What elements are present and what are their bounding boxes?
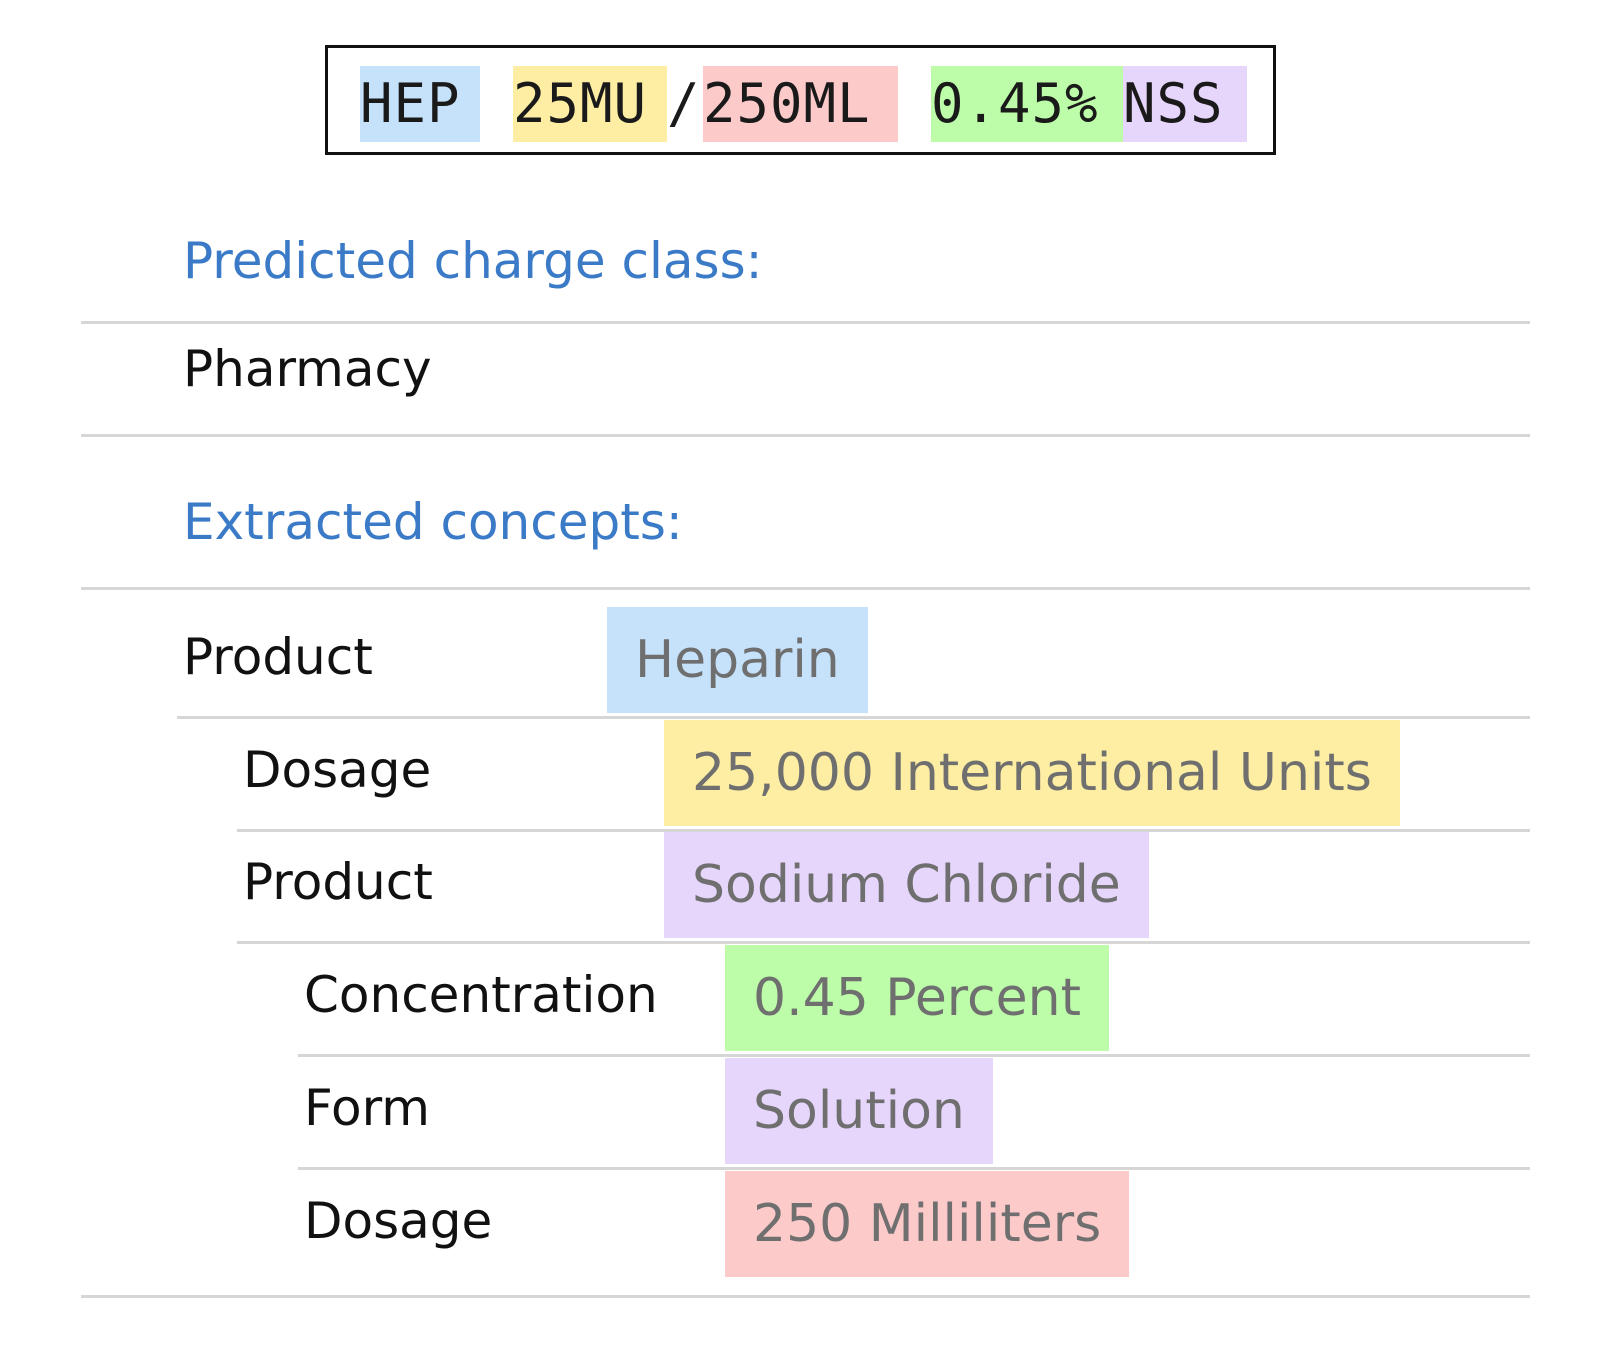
code-segment-slash: / [667, 72, 701, 135]
raw-charge-code-box: HEP 25MU / 250ML 0.45% NSS [325, 45, 1276, 155]
predicted-charge-class-value: Pharmacy [183, 340, 432, 398]
code-segment-25mu: 25MU [513, 66, 667, 142]
divider [298, 1167, 1530, 1170]
code-segment-hep: HEP [360, 66, 480, 142]
divider [81, 321, 1530, 324]
divider [81, 434, 1530, 437]
concept-label-form: Form [304, 1079, 430, 1137]
concept-value-250-milliliters: 250 Milliliters [725, 1171, 1130, 1277]
concept-value-0-45-percent: 0.45 Percent [725, 945, 1109, 1051]
divider [237, 829, 1530, 832]
code-segment-250ml: 250ML [703, 66, 898, 142]
concept-label-concentration: Concentration [304, 966, 658, 1024]
concept-value-sodium-chloride: Sodium Chloride [664, 832, 1149, 938]
divider [298, 1054, 1530, 1057]
concept-value-heparin: Heparin [607, 607, 868, 713]
code-segment-0-45-percent: 0.45% [931, 66, 1123, 142]
concept-label-product: Product [243, 853, 433, 911]
predicted-charge-class-heading: Predicted charge class: [183, 232, 763, 290]
code-segment-nss: NSS [1123, 66, 1247, 142]
concept-value-solution: Solution [725, 1058, 993, 1164]
concept-value-25000-international-units: 25,000 International Units [664, 720, 1400, 826]
concept-label-dosage: Dosage [243, 741, 432, 799]
concept-label-dosage: Dosage [304, 1192, 493, 1250]
extracted-concepts-heading: Extracted concepts: [183, 493, 683, 551]
divider [177, 716, 1530, 719]
concept-label-product: Product [183, 628, 373, 686]
divider [237, 941, 1530, 944]
divider [81, 1295, 1530, 1298]
divider [81, 587, 1530, 590]
